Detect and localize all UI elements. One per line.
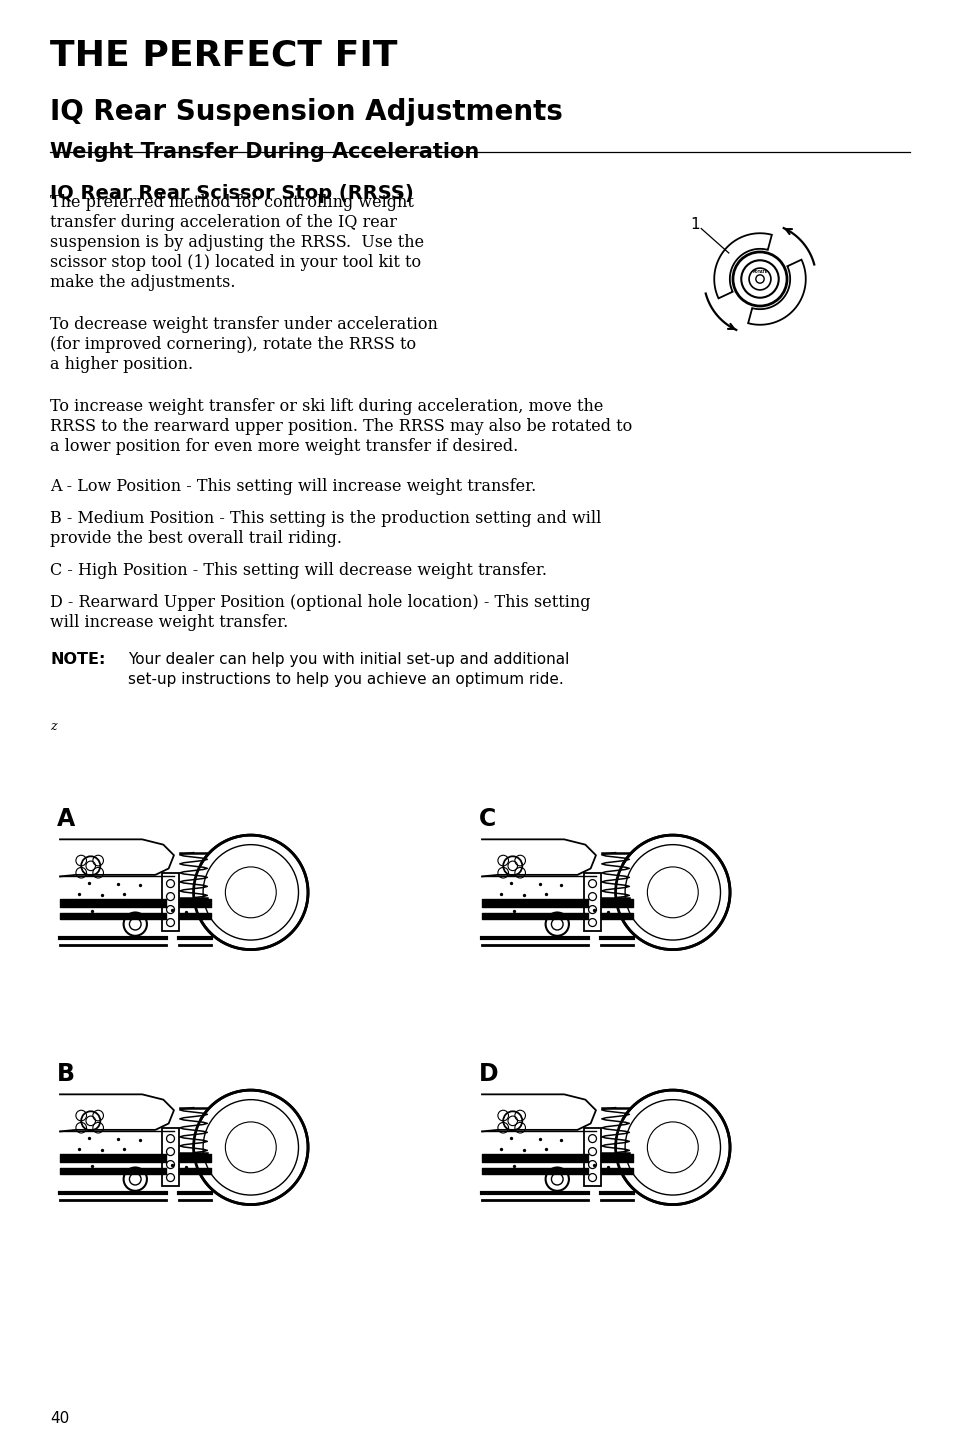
Text: The preferred method for controlling weight: The preferred method for controlling wei… — [50, 193, 414, 211]
Polygon shape — [60, 1095, 173, 1131]
Text: Your dealer can help you with initial set-up and additional: Your dealer can help you with initial se… — [128, 651, 569, 667]
Text: z: z — [50, 720, 56, 733]
Text: THE PERFECT FIT: THE PERFECT FIT — [50, 38, 397, 73]
Bar — [162, 872, 179, 931]
Text: C - High Position - This setting will decrease weight transfer.: C - High Position - This setting will de… — [50, 563, 546, 579]
Text: a higher position.: a higher position. — [50, 356, 193, 374]
Bar — [162, 1128, 179, 1186]
Text: RRSS to the rearward upper position. The RRSS may also be rotated to: RRSS to the rearward upper position. The… — [50, 417, 632, 435]
Text: set-up instructions to help you achieve an optimum ride.: set-up instructions to help you achieve … — [128, 672, 563, 686]
Text: B - Medium Position - This setting is the production setting and will: B - Medium Position - This setting is th… — [50, 510, 600, 526]
Text: D: D — [478, 1063, 498, 1086]
Polygon shape — [747, 260, 805, 324]
Text: transfer during acceleration of the IQ rear: transfer during acceleration of the IQ r… — [50, 214, 396, 231]
Polygon shape — [481, 1095, 596, 1131]
Polygon shape — [714, 233, 771, 298]
Bar — [583, 872, 600, 931]
Text: will increase weight transfer.: will increase weight transfer. — [50, 614, 288, 631]
Text: IQ Rear Rear Scissor Stop (RRSS): IQ Rear Rear Scissor Stop (RRSS) — [50, 185, 414, 204]
Text: B: B — [57, 1063, 75, 1086]
Text: A: A — [57, 807, 75, 832]
Text: a lower position for even more weight transfer if desired.: a lower position for even more weight tr… — [50, 438, 517, 455]
Text: scissor stop tool (1) located in your tool kit to: scissor stop tool (1) located in your to… — [50, 254, 420, 270]
Text: C: C — [478, 807, 497, 832]
Text: (for improved cornering), rotate the RRSS to: (for improved cornering), rotate the RRS… — [50, 336, 416, 353]
Text: D - Rearward Upper Position (optional hole location) - This setting: D - Rearward Upper Position (optional ho… — [50, 595, 590, 611]
Text: NOTE:: NOTE: — [50, 651, 105, 667]
Text: A - Low Position - This setting will increase weight transfer.: A - Low Position - This setting will inc… — [50, 478, 536, 494]
Text: IQ Rear Suspension Adjustments: IQ Rear Suspension Adjustments — [50, 97, 562, 126]
Text: ROTATE: ROTATE — [752, 270, 767, 273]
Text: Weight Transfer During Acceleration: Weight Transfer During Acceleration — [50, 142, 478, 161]
Text: provide the best overall trail riding.: provide the best overall trail riding. — [50, 531, 341, 547]
Text: To decrease weight transfer under acceleration: To decrease weight transfer under accele… — [50, 316, 437, 333]
Polygon shape — [60, 839, 173, 877]
Text: make the adjustments.: make the adjustments. — [50, 273, 235, 291]
Text: 40: 40 — [50, 1410, 70, 1426]
Text: To increase weight transfer or ski lift during acceleration, move the: To increase weight transfer or ski lift … — [50, 398, 602, 414]
Polygon shape — [481, 839, 596, 877]
Bar — [583, 1128, 600, 1186]
Text: 1: 1 — [689, 217, 700, 231]
Text: suspension is by adjusting the RRSS.  Use the: suspension is by adjusting the RRSS. Use… — [50, 234, 424, 252]
